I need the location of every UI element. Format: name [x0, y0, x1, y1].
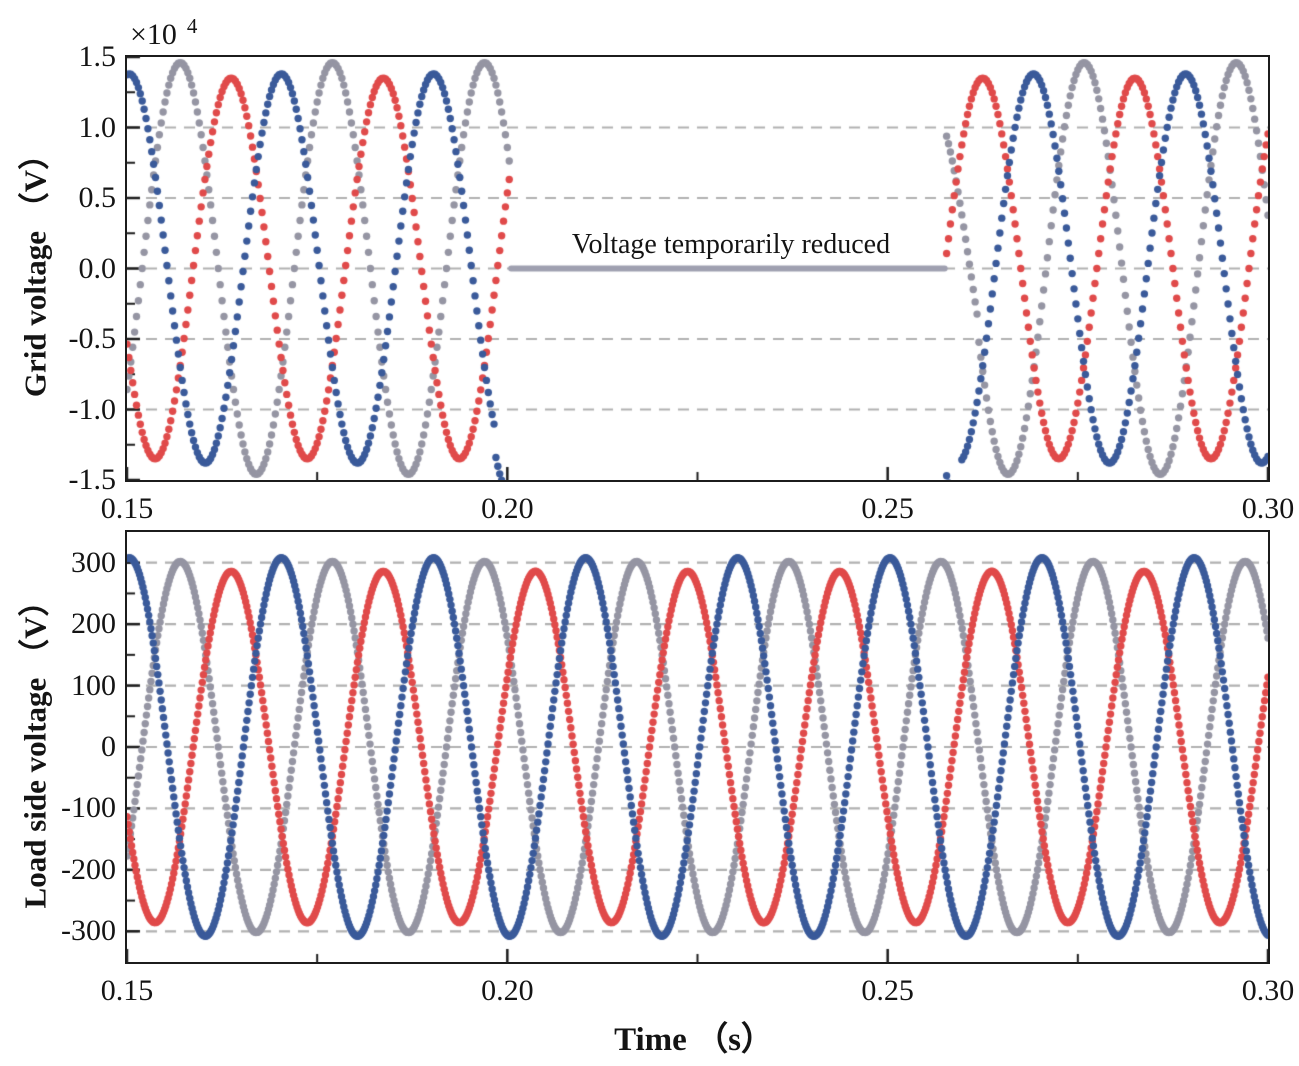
tick-label: 0.25	[861, 974, 914, 1007]
grid-voltage-plot-canvas	[125, 55, 1270, 482]
y-axis-exponent-label: ×10 4	[130, 14, 197, 52]
tick-label: 1.5	[78, 40, 117, 73]
load-voltage-axis-title: Load side voltage （V）	[17, 585, 53, 909]
tick-label: 0.15	[100, 974, 154, 1007]
tick-label: 1.0	[78, 110, 117, 144]
tick-label: 0.15	[100, 492, 154, 525]
sag-annotation: Voltage temporarily reduced	[571, 228, 891, 260]
tick-label: 0	[101, 730, 116, 763]
tick-label: -0.5	[68, 322, 117, 355]
tick-label: 0.0	[78, 251, 117, 285]
tick-label: 0.30	[1241, 974, 1295, 1007]
tick-label: -200	[61, 852, 116, 886]
tick-label: 200	[71, 607, 116, 641]
tick-label: 0.30	[1241, 492, 1295, 525]
tick-label: -1.5	[68, 463, 117, 496]
load-voltage-plot-canvas	[125, 530, 1270, 964]
exponent-power: 4	[186, 14, 198, 38]
tick-label: 0.20	[481, 492, 534, 525]
tick-label: -300	[61, 914, 116, 948]
tick-label: -100	[61, 791, 116, 825]
tick-label: 0.20	[481, 974, 534, 1007]
time-axis-title: Time （s）	[614, 1022, 774, 1058]
tick-label: 0.5	[78, 181, 117, 214]
tick-label: 0.25	[861, 492, 914, 525]
tick-label: 100	[71, 668, 116, 702]
tick-label: 300	[71, 545, 116, 579]
exponent-base: ×10	[130, 18, 177, 51]
grid-voltage-axis-title: Grid voltage （V）	[17, 138, 53, 398]
tick-label: -1.0	[68, 392, 117, 426]
